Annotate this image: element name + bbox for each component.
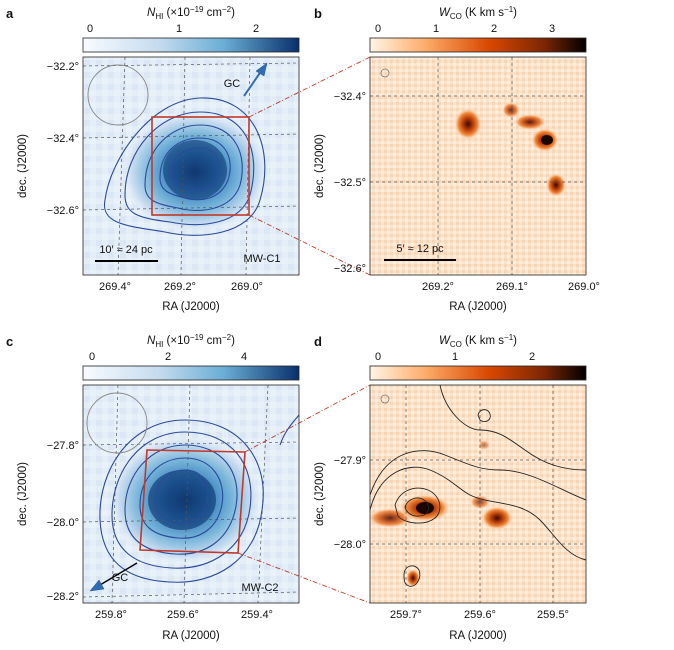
- panel-a: a NHI (×10−19 cm−2) 0 1 2: [6, 5, 300, 313]
- panel-label: d: [314, 334, 322, 349]
- panel-label: a: [6, 6, 14, 21]
- colorbar-tick: 0: [87, 23, 93, 35]
- x-tick: 259.6°: [464, 609, 496, 621]
- panel-b: b WCO (K km s−1) 0 1 2 3 5′ ≈ 12 pc: [314, 5, 600, 313]
- panel-label: b: [314, 6, 322, 21]
- contours: [99, 414, 299, 583]
- y-tick: −28.0°: [334, 539, 366, 551]
- cloud-name: MW-C1: [243, 253, 280, 265]
- y-tick: −28.2°: [47, 591, 79, 603]
- y-axis-label: dec. (J2000): [17, 462, 29, 526]
- colorbar-tick: 0: [89, 351, 95, 363]
- x-tick: 259.4°: [241, 609, 273, 621]
- cloud-name: MW-C2: [241, 582, 278, 594]
- beam-circle: [380, 394, 390, 404]
- y-tick: −27.9°: [334, 455, 366, 467]
- beam-circle: [380, 68, 390, 78]
- beam-circle: [87, 64, 149, 126]
- panel-d: d WCO (K km s−1) 0 1 2: [314, 333, 587, 642]
- x-tick: 259.7°: [390, 609, 422, 621]
- panel-c: c NHI (×10−19 cm−2) 0 2 4: [6, 333, 300, 642]
- colorbar-tick: 1: [452, 351, 458, 363]
- x-tick: 269.4°: [99, 281, 131, 293]
- colorbar-tick: 0: [375, 23, 381, 35]
- x-tick: 259.8°: [95, 609, 127, 621]
- x-tick: 269.2°: [422, 281, 454, 293]
- y-tick: −28.0°: [47, 517, 79, 529]
- contours: [370, 385, 586, 587]
- colorbar-title: NHI (×10−19 cm−2): [147, 333, 235, 349]
- colorbar: [369, 365, 587, 381]
- x-tick: 269.2°: [164, 281, 196, 293]
- colorbar-title: WCO (K km s−1): [439, 5, 517, 21]
- co-map: [370, 385, 586, 603]
- x-axis-label: RA (J2000): [449, 301, 507, 313]
- y-tick: −32.5°: [334, 177, 366, 189]
- colorbar-tick: 2: [165, 351, 171, 363]
- y-tick: −32.4°: [47, 133, 79, 145]
- y-axis-label: dec. (J2000): [17, 134, 29, 198]
- scale-bar-label: 5′ ≈ 12 pc: [396, 243, 444, 255]
- zoom-connectors: [237, 384, 371, 604]
- panel-label: c: [6, 334, 13, 349]
- colorbar-tick: 4: [241, 351, 247, 363]
- x-tick: 259.5°: [537, 609, 569, 621]
- y-tick: −32.2°: [47, 61, 79, 73]
- colorbar: [82, 365, 300, 381]
- beam-circle: [86, 392, 148, 454]
- x-axis-label: RA (J2000): [162, 630, 220, 642]
- x-axis-label: RA (J2000): [162, 301, 220, 313]
- y-axis-label: dec. (J2000): [314, 462, 326, 526]
- colorbar-tick: 1: [433, 23, 439, 35]
- x-tick: 269.0°: [568, 281, 600, 293]
- hi-map: MW-C2 GC: [83, 385, 299, 603]
- y-axis-label: dec. (J2000): [314, 134, 326, 198]
- colorbar-tick: 2: [529, 351, 535, 363]
- y-tick: −27.8°: [47, 440, 79, 452]
- zoom-connectors: [248, 56, 371, 276]
- y-tick: −32.6°: [334, 263, 366, 275]
- colorbar-tick: 3: [549, 23, 555, 35]
- zoom-box: [151, 116, 250, 216]
- colorbar: [369, 37, 587, 53]
- y-tick: −32.6°: [47, 205, 79, 217]
- x-tick: 269.0°: [231, 281, 263, 293]
- direction-label: GC: [224, 78, 241, 90]
- colorbar-tick: 2: [253, 23, 259, 35]
- colorbar-tick: 1: [176, 23, 182, 35]
- co-map: 5′ ≈ 12 pc: [370, 57, 586, 275]
- arrow-icon: [243, 62, 268, 97]
- colorbar-title: WCO (K km s−1): [439, 333, 517, 349]
- scale-bar-label: 10′ ≈ 24 pc: [99, 244, 153, 256]
- x-axis-label: RA (J2000): [449, 630, 507, 642]
- x-tick: 259.6°: [167, 609, 199, 621]
- hi-map: 10′ ≈ 24 pc MW-C1 GC: [83, 57, 299, 275]
- arrow-icon: [89, 562, 138, 592]
- y-tick: −32.4°: [334, 91, 366, 103]
- colorbar-tick: 0: [375, 351, 381, 363]
- x-tick: 269.1°: [496, 281, 528, 293]
- colorbar: [82, 37, 300, 53]
- colorbar-title: NHI (×10−19 cm−2): [147, 5, 235, 21]
- colorbar-tick: 2: [491, 23, 497, 35]
